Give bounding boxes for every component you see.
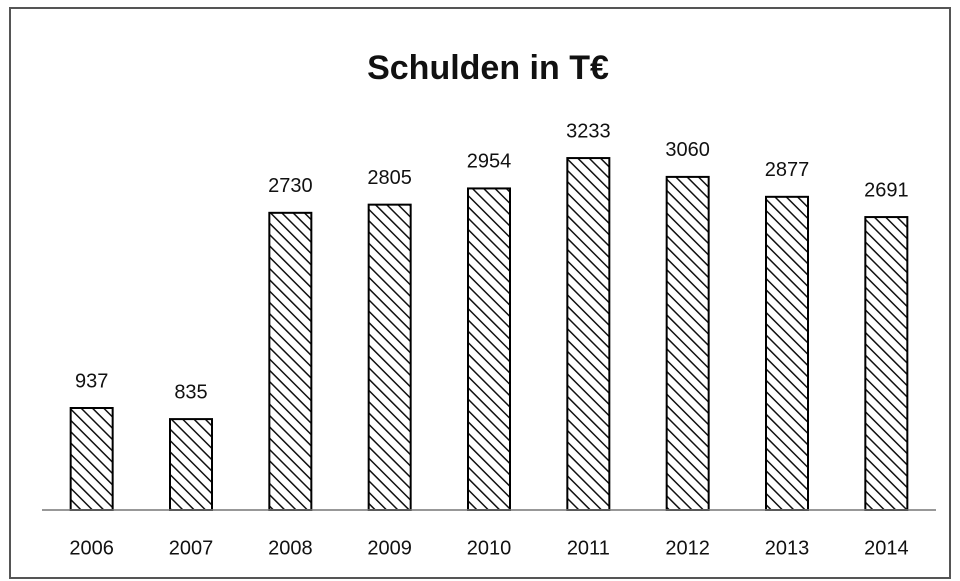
data-label: 937 — [75, 370, 108, 392]
data-label: 2730 — [268, 175, 313, 197]
data-label: 3233 — [566, 120, 611, 142]
bar — [566, 157, 611, 511]
bar — [665, 175, 710, 511]
data-label: 2805 — [367, 167, 412, 189]
x-tick-label: 2014 — [864, 537, 909, 559]
x-tick-label: 2012 — [665, 537, 710, 559]
x-tick-label: 2009 — [367, 537, 412, 559]
bar — [765, 195, 809, 511]
data-label: 835 — [174, 381, 207, 403]
bar — [864, 216, 909, 511]
bar — [467, 187, 511, 511]
bar — [268, 211, 313, 511]
bar — [69, 407, 114, 511]
x-tick-label: 2008 — [268, 537, 313, 559]
data-label: 2691 — [864, 179, 909, 201]
x-tick-label: 2007 — [169, 537, 214, 559]
data-label: 2954 — [467, 151, 512, 173]
chart-title: Schulden in T€ — [367, 49, 609, 87]
data-label: 2877 — [765, 159, 810, 181]
x-tick-label: 2013 — [765, 537, 810, 559]
bar — [367, 203, 412, 512]
bar — [169, 418, 213, 511]
data-label: 3060 — [665, 139, 710, 161]
x-tick-label: 2006 — [69, 537, 114, 559]
x-tick-label: 2010 — [467, 537, 512, 559]
x-tick-label: 2011 — [567, 537, 610, 559]
